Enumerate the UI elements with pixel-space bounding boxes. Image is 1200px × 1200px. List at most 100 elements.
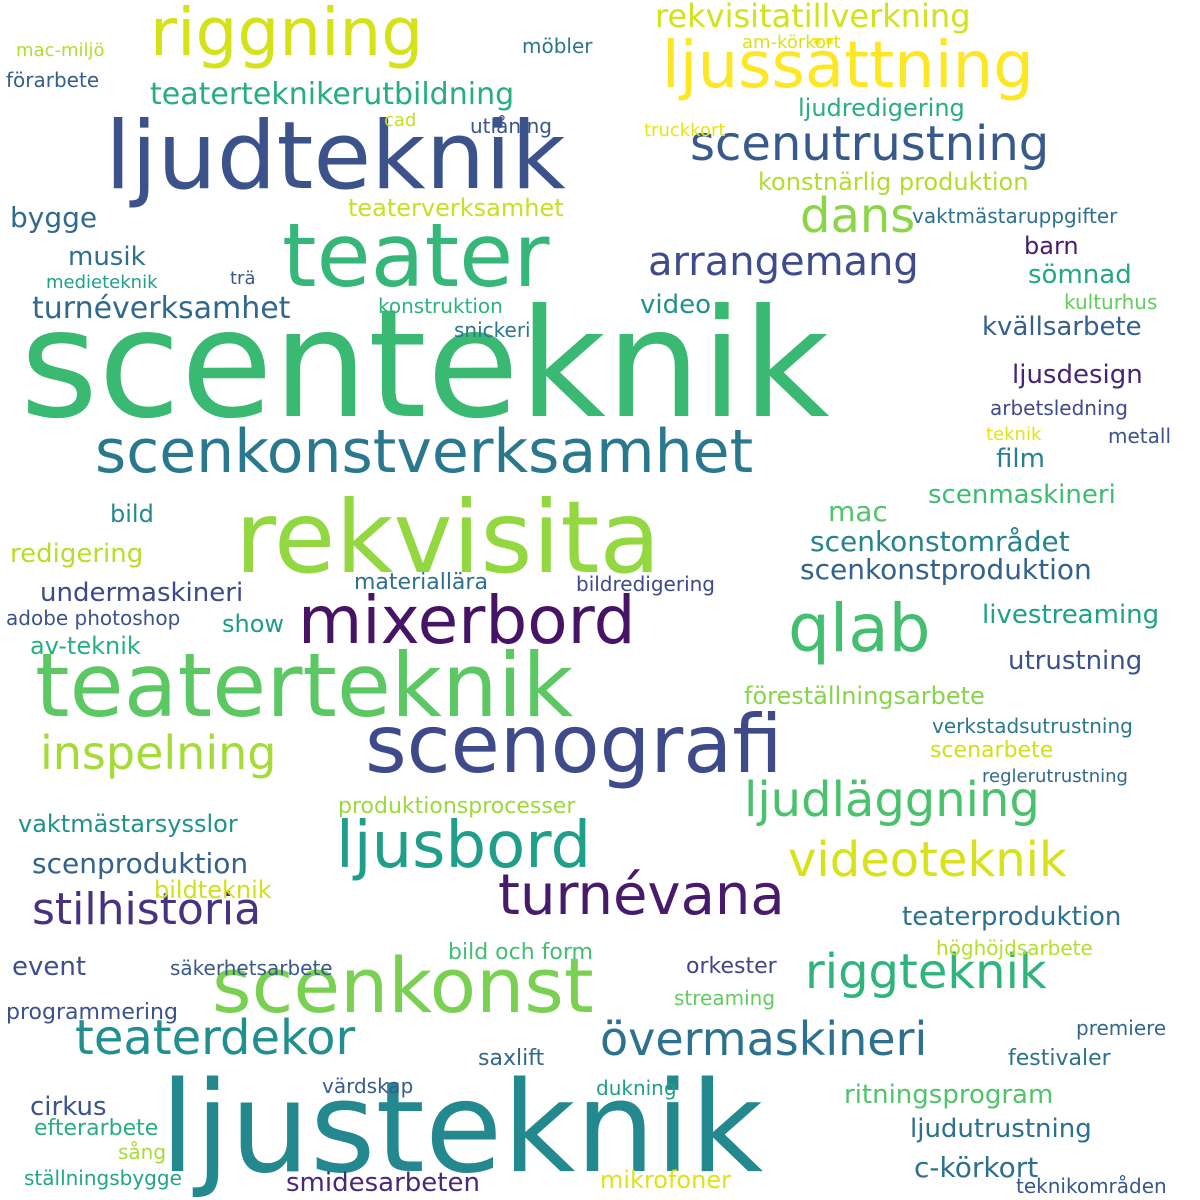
cloud-word: ljussättning — [662, 29, 1034, 103]
cloud-word: scenproduktion — [32, 847, 249, 880]
cloud-word: ljudteknik — [105, 102, 566, 211]
cloud-word: am-körkort — [742, 32, 841, 53]
cloud-word: säkerhetsarbete — [170, 956, 333, 980]
cloud-word: kvällsarbete — [982, 312, 1142, 342]
cloud-word: ljudläggning — [744, 772, 1040, 828]
cloud-word: verkstadsutrustning — [932, 714, 1133, 738]
cloud-word: dans — [800, 188, 916, 244]
cloud-word: scenkonstverksamhet — [95, 417, 754, 487]
cloud-word: qlab — [788, 590, 931, 667]
cloud-word: scenkonstproduktion — [800, 553, 1092, 586]
cloud-word: höghöjdsarbete — [936, 936, 1093, 960]
cloud-word: cirkus — [30, 1092, 107, 1122]
cloud-word: stilhistoria — [32, 884, 262, 935]
cloud-word: trä — [230, 268, 256, 289]
cloud-word: ritningsprogram — [844, 1080, 1054, 1110]
cloud-word: arbetsledning — [990, 396, 1128, 420]
cloud-word: materiallära — [354, 570, 488, 595]
cloud-word: sång — [118, 1140, 167, 1164]
cloud-word: arrangemang — [648, 239, 919, 285]
cloud-word: turnévana — [498, 863, 785, 928]
cloud-word: riggning — [150, 0, 424, 71]
cloud-word: medieteknik — [46, 272, 158, 293]
cloud-word: scenmaskineri — [928, 480, 1116, 510]
cloud-word: smidesarbeten — [286, 1168, 480, 1198]
cloud-word: dukning — [596, 1076, 677, 1100]
cloud-word: ljudredigering — [798, 94, 965, 122]
cloud-word: undermaskineri — [40, 578, 244, 608]
cloud-word: ställningsbygge — [24, 1166, 182, 1190]
cloud-word: adobe photoshop — [6, 606, 181, 630]
cloud-word: föreställningsarbete — [744, 682, 985, 710]
cloud-word: övermaskineri — [600, 1012, 928, 1066]
cloud-word: produktionsprocesser — [338, 794, 576, 819]
cloud-word: barn — [1024, 232, 1079, 260]
cloud-word: snickeri — [454, 318, 531, 342]
cloud-word: orkester — [686, 954, 777, 979]
cloud-word: teaterproduktion — [902, 902, 1122, 932]
cloud-word: vaktmästarsysslor — [18, 810, 238, 838]
cloud-word: scenkonstområdet — [810, 525, 1070, 558]
cloud-word: festivaler — [1008, 1046, 1111, 1071]
cloud-word: livestreaming — [982, 600, 1160, 630]
cloud-word: ljudutrustning — [910, 1114, 1092, 1144]
cloud-word: vaktmästaruppgifter — [912, 204, 1118, 228]
cloud-word: riggteknik — [805, 944, 1047, 1000]
cloud-word: video — [640, 290, 712, 320]
cloud-word: ljusbord — [336, 809, 592, 883]
cloud-word: scenarbete — [930, 738, 1054, 763]
cloud-word: bildteknik — [154, 876, 272, 904]
cloud-word: cad — [384, 110, 417, 131]
cloud-word: ljusdesign — [1012, 360, 1143, 390]
cloud-word: sömnad — [1028, 260, 1132, 290]
cloud-word: förarbete — [6, 68, 100, 92]
cloud-word: teaterverksamhet — [348, 194, 564, 222]
cloud-word: metall — [1108, 424, 1171, 448]
cloud-word: möbler — [522, 34, 593, 58]
cloud-word: musik — [68, 242, 146, 272]
cloud-word: scenografi — [365, 698, 783, 791]
cloud-word: mac — [828, 495, 888, 528]
cloud-word: premiere — [1076, 1016, 1167, 1040]
cloud-word: utrustning — [1008, 646, 1143, 676]
cloud-word: av-teknik — [30, 632, 141, 660]
cloud-word: bild — [110, 500, 154, 528]
cloud-word: film — [996, 444, 1045, 474]
cloud-word: c-körkort — [914, 1151, 1039, 1184]
cloud-word: teaterteknik — [35, 634, 574, 737]
cloud-word: show — [222, 610, 285, 638]
cloud-word: teknik — [986, 424, 1042, 445]
cloud-word: teaterdekor — [75, 1010, 356, 1066]
cloud-word: mixerbord — [298, 582, 636, 659]
cloud-word: mikrofoner — [600, 1166, 731, 1194]
cloud-word: inspelning — [40, 726, 277, 780]
cloud-word: programmering — [6, 1000, 178, 1025]
cloud-word: streaming — [674, 986, 776, 1010]
cloud-word: scenutrustning — [690, 116, 1050, 172]
cloud-word: utlåning — [470, 114, 552, 138]
cloud-word: teater — [282, 204, 550, 307]
cloud-word: saxlift — [478, 1046, 545, 1071]
cloud-word: bild och form — [448, 940, 593, 965]
cloud-word: event — [12, 952, 87, 982]
cloud-word: videoteknik — [788, 832, 1067, 888]
cloud-word: efterarbete — [34, 1116, 159, 1141]
cloud-word: värdskap — [322, 1074, 414, 1098]
cloud-word: reglerutrustning — [982, 766, 1128, 787]
cloud-word: mac-miljö — [16, 40, 105, 61]
cloud-word: rekvisitatillverkning — [655, 0, 971, 35]
cloud-word: scenteknik — [20, 278, 830, 452]
cloud-word: ljusteknik — [160, 1054, 764, 1200]
cloud-word: kulturhus — [1064, 290, 1158, 314]
cloud-word: truckkort — [644, 120, 726, 141]
cloud-word: rekvisita — [235, 479, 661, 596]
cloud-word: turnéverksamhet — [32, 291, 291, 326]
cloud-word: scenkonst — [212, 941, 594, 1030]
cloud-word: redigering — [10, 539, 144, 569]
cloud-word: bygge — [10, 201, 98, 234]
cloud-word: konstruktion — [378, 294, 503, 318]
cloud-word: teknikområden — [1016, 1174, 1167, 1198]
cloud-word: bildredigering — [576, 572, 715, 596]
cloud-word: teaterteknikerutbildning — [150, 77, 515, 112]
